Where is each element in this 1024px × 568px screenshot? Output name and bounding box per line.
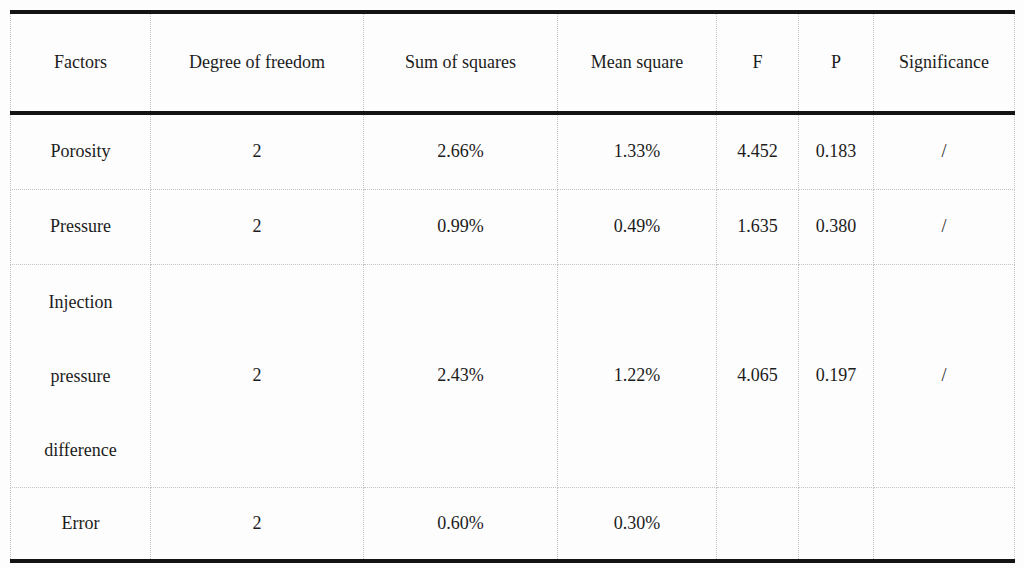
table-row: Porosity 2 2.66% 1.33% 4.452 0.183 / [11, 113, 1015, 189]
cell-p [799, 487, 874, 561]
cell-degree-of-freedom: 2 [151, 264, 364, 487]
cell-f: 4.065 [717, 264, 799, 487]
cell-factor: Error [11, 487, 151, 561]
cell-degree-of-freedom: 2 [151, 113, 364, 189]
cell-sum-of-squares: 0.99% [364, 189, 558, 264]
cell-mean-square: 1.33% [558, 113, 717, 189]
cell-degree-of-freedom: 2 [151, 487, 364, 561]
cell-significance [874, 487, 1015, 561]
cell-p: 0.380 [799, 189, 874, 264]
cell-significance: / [874, 113, 1015, 189]
cell-f: 4.452 [717, 113, 799, 189]
header-row: Factors Degree of freedom Sum of squares… [11, 12, 1015, 113]
cell-degree-of-freedom: 2 [151, 189, 364, 264]
cell-mean-square: 1.22% [558, 264, 717, 487]
column-header-degree-of-freedom: Degree of freedom [151, 12, 364, 113]
cell-mean-square: 0.30% [558, 487, 717, 561]
cell-mean-square: 0.49% [558, 189, 717, 264]
column-header-mean-square: Mean square [558, 12, 717, 113]
cell-f: 1.635 [717, 189, 799, 264]
cell-f [717, 487, 799, 561]
cell-factor: Porosity [11, 113, 151, 189]
table-row: Injection pressure difference 2 2.43% 1.… [11, 264, 1015, 487]
cell-sum-of-squares: 2.43% [364, 264, 558, 487]
table-row: Error 2 0.60% 0.30% [11, 487, 1015, 561]
table-row: Pressure 2 0.99% 0.49% 1.635 0.380 / [11, 189, 1015, 264]
column-header-significance: Significance [874, 12, 1015, 113]
cell-p: 0.197 [799, 264, 874, 487]
column-header-p: P [799, 12, 874, 113]
cell-sum-of-squares: 2.66% [364, 113, 558, 189]
cell-factor-text: Injection pressure difference [33, 265, 129, 487]
cell-p: 0.183 [799, 113, 874, 189]
column-header-factors: Factors [11, 12, 151, 113]
anova-table: Factors Degree of freedom Sum of squares… [10, 10, 1015, 563]
cell-sum-of-squares: 0.60% [364, 487, 558, 561]
cell-significance: / [874, 264, 1015, 487]
cell-significance: / [874, 189, 1015, 264]
cell-factor: Pressure [11, 189, 151, 264]
document-page: Factors Degree of freedom Sum of squares… [0, 0, 1024, 568]
column-header-f: F [717, 12, 799, 113]
cell-factor: Injection pressure difference [11, 264, 151, 487]
column-header-sum-of-squares: Sum of squares [364, 12, 558, 113]
